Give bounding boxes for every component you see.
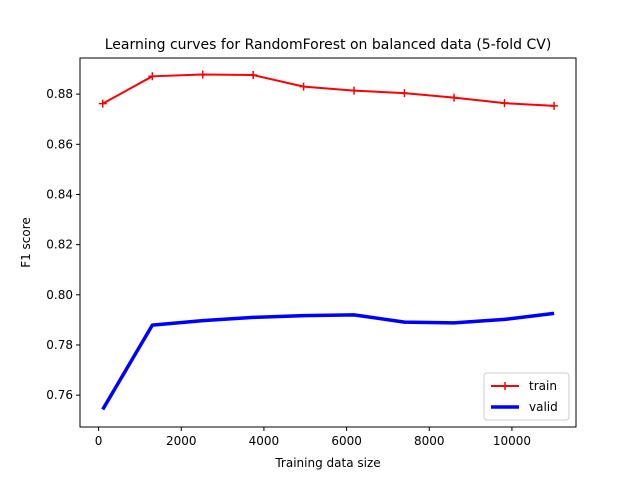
y-tick-label: 0.80 [46, 288, 73, 302]
plot-area [80, 58, 576, 427]
chart-title: Learning curves for RandomForest on bala… [105, 37, 552, 53]
x-axis-ticks: 0 2000 4000 6000 8000 10000 [95, 427, 531, 448]
series-point-train [249, 71, 258, 80]
series-layer [98, 70, 559, 411]
x-tick-label: 2000 [166, 434, 197, 448]
axes-frame [79, 57, 577, 428]
y-tick-label: 0.86 [46, 137, 73, 151]
series-point-train [350, 86, 359, 95]
series-point-train [98, 99, 107, 108]
legend-label-valid: valid [529, 400, 558, 414]
x-tick-label: 10000 [493, 434, 531, 448]
series-point-train [198, 70, 207, 79]
series-point-train [450, 93, 459, 102]
y-axis-ticks: 0.76 0.78 0.80 0.82 0.84 0.86 0.88 [46, 87, 80, 402]
series-point-train [400, 89, 409, 98]
y-tick-label: 0.78 [46, 338, 73, 352]
x-tick-label: 8000 [414, 434, 445, 448]
x-tick-label: 6000 [331, 434, 362, 448]
series-point-train [550, 101, 559, 110]
series-line-valid [101, 311, 555, 411]
y-tick-label: 0.76 [46, 388, 73, 402]
y-tick-label: 0.82 [46, 238, 73, 252]
series-point-train [148, 72, 157, 81]
y-axis-label: F1 score [19, 217, 33, 268]
series-line-train [102, 73, 555, 107]
series-point-train [500, 99, 509, 108]
x-axis-label: Training data size [274, 456, 380, 470]
series-point-train [299, 82, 308, 91]
legend: train valid [483, 372, 570, 421]
legend-marker-train [501, 382, 509, 390]
legend-label-train: train [529, 379, 557, 393]
x-tick-label: 4000 [249, 434, 280, 448]
y-tick-label: 0.88 [46, 87, 73, 101]
x-tick-label: 0 [95, 434, 103, 448]
y-tick-label: 0.84 [46, 187, 73, 201]
